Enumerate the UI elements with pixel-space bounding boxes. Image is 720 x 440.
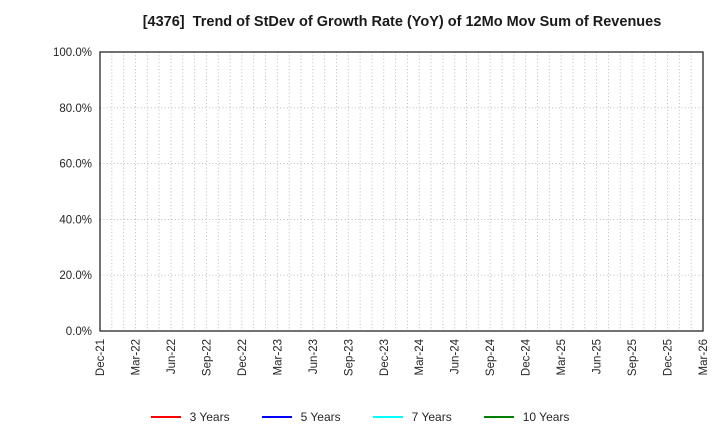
x-tick-label: Dec-25 bbox=[663, 339, 675, 376]
chart-title: [4376] Trend of StDev of Growth Rate (Yo… bbox=[142, 14, 662, 30]
legend-item-3-years: 3 Years bbox=[150, 410, 230, 424]
x-tick-label: Mar-26 bbox=[698, 339, 710, 375]
x-tick-label: Dec-21 bbox=[95, 339, 107, 376]
legend-line-5-years bbox=[261, 415, 292, 419]
x-tick-label: Mar-24 bbox=[414, 338, 426, 375]
x-tick-label: Mar-22 bbox=[130, 339, 142, 375]
legend-item-10-years: 10 Years bbox=[483, 410, 570, 424]
legend-line-10-years bbox=[483, 415, 514, 419]
y-tick-label: 60.0% bbox=[59, 159, 92, 171]
legend-label-5-years: 5 Years bbox=[300, 410, 341, 424]
x-tick-label: Dec-24 bbox=[521, 338, 533, 376]
x-tick-label: Sep-25 bbox=[627, 339, 639, 376]
x-tick-label: Dec-22 bbox=[237, 339, 249, 376]
y-tick-label: 0.0% bbox=[66, 326, 92, 338]
x-tick-label: Sep-24 bbox=[485, 338, 497, 376]
x-tick-label: Jun-24 bbox=[450, 338, 462, 374]
x-tick-label: Jun-23 bbox=[308, 339, 320, 374]
legend-item-5-years: 5 Years bbox=[261, 410, 341, 424]
y-tick-label: 80.0% bbox=[59, 103, 92, 115]
legend-line-3-years bbox=[150, 415, 181, 419]
legend-label-10-years: 10 Years bbox=[522, 410, 570, 424]
legend-label-3-years: 3 Years bbox=[189, 410, 230, 424]
legend-line-7-years bbox=[372, 415, 403, 419]
x-tick-label: Jun-25 bbox=[592, 339, 604, 374]
y-tick-label: 20.0% bbox=[59, 270, 92, 282]
x-tick-label: Sep-22 bbox=[201, 339, 213, 376]
x-tick-label: Sep-23 bbox=[343, 339, 355, 376]
y-tick-label: 100.0% bbox=[53, 47, 92, 59]
legend-item-7-years: 7 Years bbox=[372, 410, 452, 424]
plot-border bbox=[99, 51, 704, 332]
legend-label-7-years: 7 Years bbox=[411, 410, 452, 424]
x-tick-label: Jun-22 bbox=[166, 339, 178, 374]
x-tick-label: Dec-23 bbox=[379, 339, 391, 376]
x-tick-label: Mar-25 bbox=[556, 339, 568, 375]
y-tick-label: 40.0% bbox=[59, 214, 92, 226]
x-tick-label: Mar-23 bbox=[272, 339, 284, 375]
legend: 3 Years 5 Years 7 Years 10 Years bbox=[0, 404, 720, 430]
